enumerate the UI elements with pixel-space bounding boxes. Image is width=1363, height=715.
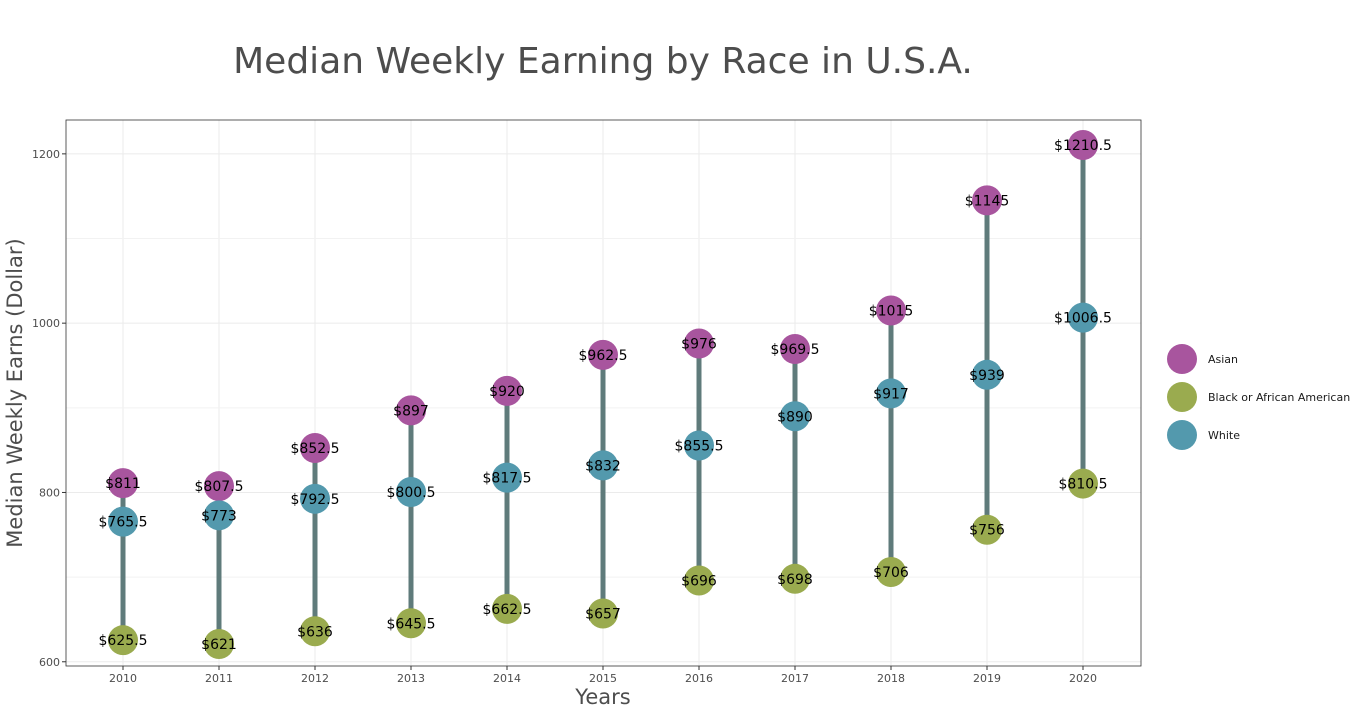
data-point	[396, 395, 426, 426]
data-point	[1068, 468, 1098, 499]
data-label: $773	[201, 508, 237, 524]
data-label: $969.5	[771, 342, 820, 358]
data-label: $976	[681, 336, 717, 352]
data-label: $855.5	[675, 438, 724, 454]
y-axis-ticks: 600 800 1000 1200	[32, 148, 66, 669]
data-point	[492, 462, 522, 493]
data-point	[876, 557, 906, 588]
data-label: $706	[873, 565, 909, 581]
data-point	[204, 500, 234, 531]
legend-label: Black or African American	[1208, 391, 1350, 404]
data-label: $645.5	[387, 616, 436, 632]
data-point	[972, 514, 1002, 545]
y-tick-label: 600	[39, 656, 60, 669]
data-point	[588, 339, 618, 370]
data-labels: $811 $807.5 $852.5 $897 $920 $962.5 $976 $969.5…	[99, 138, 1112, 653]
x-tick-label: 2010	[109, 672, 137, 685]
data-label: $811	[105, 476, 141, 492]
x-tick-label: 2016	[685, 672, 713, 685]
data-point	[780, 333, 810, 364]
data-point	[492, 593, 522, 624]
x-tick-label: 2019	[973, 672, 1001, 685]
data-label: $890	[777, 409, 813, 425]
x-tick-label: 2014	[493, 672, 521, 685]
chart-title: Median Weekly Earning by Race in U.S.A.	[233, 41, 973, 82]
data-label: $657	[585, 607, 621, 623]
x-tick-label: 2015	[589, 672, 617, 685]
data-point	[684, 328, 714, 359]
data-point	[1068, 129, 1098, 160]
y-tick-label: 1000	[32, 317, 60, 330]
data-point	[1068, 302, 1098, 333]
data-point	[300, 616, 330, 647]
data-point	[780, 563, 810, 594]
legend: Asian Black or African American White	[1167, 344, 1350, 450]
data-label: $962.5	[579, 348, 628, 364]
legend-key	[1167, 344, 1197, 374]
data-point	[396, 608, 426, 639]
y-tick-label: 1200	[32, 148, 60, 161]
data-points	[108, 129, 1098, 659]
y-tick-label: 800	[39, 486, 60, 499]
data-label: $698	[777, 572, 813, 588]
data-point	[588, 598, 618, 629]
data-label: $625.5	[99, 633, 148, 649]
data-label: $817.5	[483, 471, 532, 487]
data-point	[108, 506, 138, 537]
y-axis-title: Median Weekly Earns (Dollar)	[3, 238, 27, 547]
data-point	[204, 471, 234, 502]
x-tick-label: 2012	[301, 672, 329, 685]
data-label: $852.5	[291, 441, 340, 457]
data-point	[684, 565, 714, 596]
data-point	[108, 468, 138, 499]
data-point	[396, 477, 426, 508]
data-point	[972, 185, 1002, 216]
x-tick-label: 2017	[781, 672, 809, 685]
legend-label: White	[1208, 429, 1240, 442]
data-label: $696	[681, 574, 717, 590]
data-label: $917	[873, 386, 909, 402]
data-label: $1210.5	[1054, 138, 1112, 154]
data-label: $1006.5	[1054, 311, 1112, 327]
legend-label: Asian	[1208, 353, 1238, 366]
data-label: $897	[393, 403, 429, 419]
data-point	[492, 375, 522, 406]
x-tick-label: 2013	[397, 672, 425, 685]
data-point	[588, 450, 618, 481]
data-label: $832	[585, 458, 621, 474]
data-label: $636	[297, 624, 333, 640]
x-tick-label: 2018	[877, 672, 905, 685]
data-label: $1015	[869, 303, 914, 319]
data-label: $756	[969, 523, 1005, 539]
data-label: $662.5	[483, 602, 532, 618]
data-label: $765.5	[99, 515, 148, 531]
data-point	[876, 295, 906, 326]
data-label: $1145	[965, 193, 1010, 209]
data-point	[684, 430, 714, 461]
data-point	[300, 483, 330, 514]
data-point	[972, 359, 1002, 390]
data-point	[876, 378, 906, 409]
data-label: $920	[489, 384, 525, 400]
data-label: $939	[969, 368, 1005, 384]
x-axis-title: Years	[574, 685, 630, 709]
data-point	[300, 433, 330, 464]
data-label: $810.5	[1059, 477, 1108, 493]
data-label: $621	[201, 637, 237, 653]
x-axis-ticks: 2010 2011 2012 2013 2014 2015 2016 2017 2018 2019…	[109, 666, 1097, 685]
data-label: $792.5	[291, 492, 340, 508]
data-point	[108, 625, 138, 656]
data-label: $807.5	[195, 479, 244, 495]
legend-key	[1167, 382, 1197, 412]
data-label: $800.5	[387, 485, 436, 501]
legend-key	[1167, 420, 1197, 450]
data-point	[780, 401, 810, 432]
data-point	[204, 628, 234, 659]
x-tick-label: 2011	[205, 672, 233, 685]
x-tick-label: 2020	[1069, 672, 1097, 685]
